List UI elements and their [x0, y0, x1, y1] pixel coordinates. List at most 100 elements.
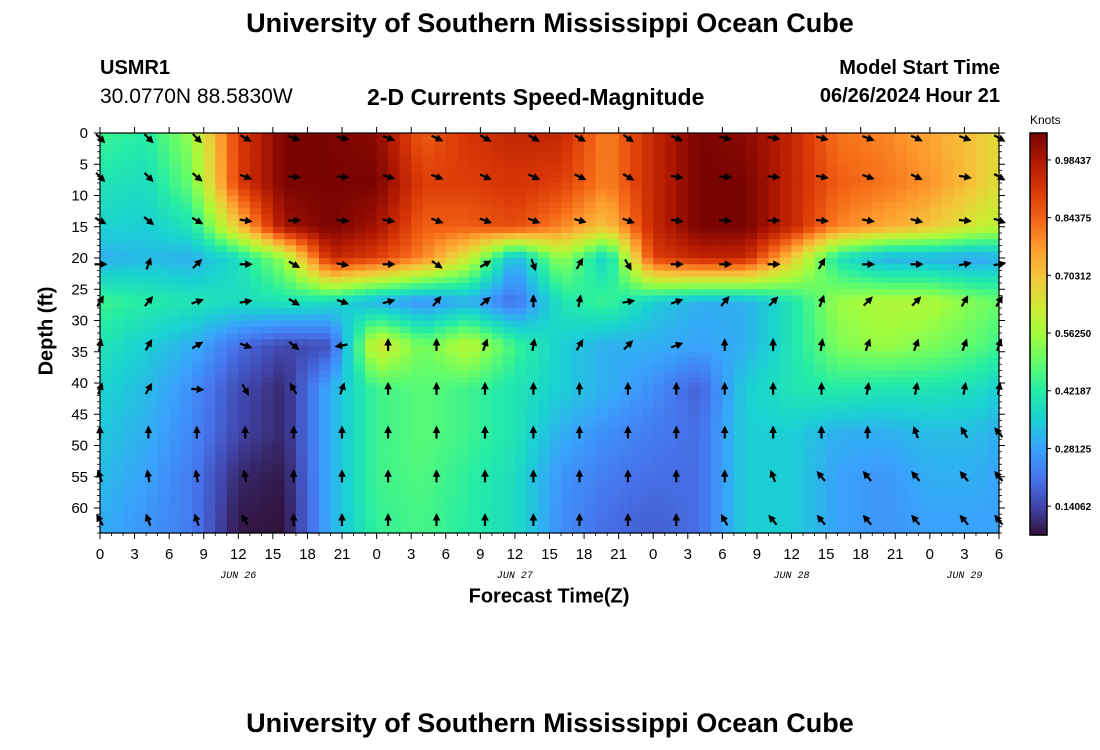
- heatmap-cell: [860, 195, 873, 203]
- heatmap-cell: [572, 501, 585, 509]
- heatmap-cell: [584, 233, 597, 240]
- heatmap-cell: [860, 308, 873, 315]
- heatmap-cell: [895, 264, 908, 272]
- heatmap-cell: [584, 164, 597, 172]
- heatmap-cell: [238, 251, 251, 259]
- heatmap-cell: [549, 351, 562, 359]
- heatmap-cell: [353, 283, 366, 290]
- heatmap-cell: [514, 333, 528, 340]
- heatmap-cell: [641, 264, 654, 272]
- heatmap-cell: [226, 251, 239, 259]
- heatmap-cell: [895, 301, 908, 309]
- heatmap-cell: [318, 283, 332, 290]
- heatmap-cell: [768, 208, 781, 215]
- heatmap-cell: [123, 295, 136, 303]
- heatmap-cell: [872, 239, 885, 247]
- heatmap-cell: [411, 133, 424, 140]
- heatmap-cell: [411, 420, 424, 428]
- heatmap-cell: [826, 464, 839, 472]
- heatmap-cell: [457, 233, 470, 240]
- heatmap-cell: [318, 145, 332, 153]
- heatmap-cell: [964, 476, 977, 484]
- heatmap-cell: [641, 139, 654, 147]
- heatmap-cell: [272, 139, 286, 147]
- heatmap-cell: [745, 470, 758, 478]
- heatmap-cell: [641, 383, 654, 390]
- heatmap-cell: [561, 245, 574, 253]
- heatmap-cell: [849, 233, 862, 240]
- heatmap-cell: [664, 301, 677, 309]
- heatmap-cell: [803, 333, 816, 340]
- heatmap-cell: [491, 389, 504, 397]
- heatmap-cell: [272, 145, 286, 153]
- heatmap-cell: [803, 276, 816, 284]
- heatmap-cell: [837, 333, 850, 340]
- heatmap-cell: [768, 370, 781, 378]
- heatmap-cell: [203, 383, 216, 390]
- heatmap-cell: [549, 283, 562, 290]
- heatmap-cell: [537, 376, 551, 384]
- heatmap-cell: [411, 464, 424, 472]
- heatmap-cell: [134, 320, 147, 328]
- heatmap-cell: [918, 208, 931, 215]
- heatmap-cell: [215, 351, 228, 359]
- heatmap-cell: [388, 189, 401, 197]
- heatmap-cell: [238, 239, 251, 247]
- heatmap-cell: [480, 326, 493, 334]
- heatmap-cell: [699, 220, 712, 228]
- heatmap-cell: [872, 201, 885, 209]
- heatmap-cell: [457, 170, 470, 178]
- heatmap-cell: [445, 445, 458, 453]
- heatmap-cell: [872, 220, 885, 228]
- heatmap-cell: [733, 189, 747, 197]
- heatmap-cell: [491, 189, 504, 197]
- heatmap-cell: [353, 164, 366, 172]
- heatmap-cell: [445, 395, 458, 403]
- heatmap-cell: [123, 376, 136, 384]
- heatmap-cell: [434, 308, 447, 315]
- heatmap-cell: [342, 458, 355, 465]
- heatmap-cell: [468, 395, 481, 403]
- heatmap-cell: [399, 220, 412, 228]
- heatmap-cell: [987, 245, 1000, 253]
- heatmap-cell: [849, 408, 862, 415]
- heatmap-cell: [929, 220, 942, 228]
- heatmap-cell: [837, 314, 850, 322]
- heatmap-cell: [722, 358, 735, 365]
- heatmap-cell: [837, 214, 850, 222]
- heatmap-cell: [803, 145, 816, 153]
- heatmap-cell: [952, 258, 966, 265]
- heatmap-cell: [664, 133, 677, 140]
- heatmap-cell: [722, 401, 735, 409]
- heatmap-cell: [987, 295, 1000, 303]
- heatmap-cell: [330, 283, 343, 290]
- heatmap-cell: [365, 195, 378, 203]
- heatmap-cell: [123, 245, 136, 253]
- heatmap-cell: [975, 139, 989, 147]
- heatmap-cell: [388, 470, 401, 478]
- heatmap-cell: [353, 426, 366, 434]
- heatmap-cell: [895, 295, 908, 303]
- heatmap-cell: [100, 520, 113, 528]
- heatmap-cell: [146, 514, 159, 522]
- heatmap-cell: [514, 251, 528, 259]
- heatmap-cell: [837, 351, 850, 359]
- heatmap-cell: [146, 239, 159, 247]
- heatmap-cell: [318, 508, 332, 515]
- heatmap-cell: [791, 164, 804, 172]
- heatmap-cell: [595, 208, 608, 215]
- heatmap-cell: [376, 520, 389, 528]
- heatmap-cell: [618, 351, 631, 359]
- heatmap-cell: [295, 426, 309, 434]
- heatmap-cell: [192, 276, 205, 284]
- heatmap-cell: [261, 189, 274, 197]
- heatmap-cell: [376, 433, 389, 440]
- heatmap-cell: [641, 176, 654, 184]
- heatmap-cell: [388, 326, 401, 334]
- heatmap-cell: [837, 201, 850, 209]
- heatmap-cell: [295, 501, 309, 509]
- heatmap-cell: [111, 358, 124, 365]
- heatmap-cell: [607, 301, 620, 309]
- heatmap-cell: [791, 345, 804, 353]
- heatmap-cell: [780, 370, 793, 378]
